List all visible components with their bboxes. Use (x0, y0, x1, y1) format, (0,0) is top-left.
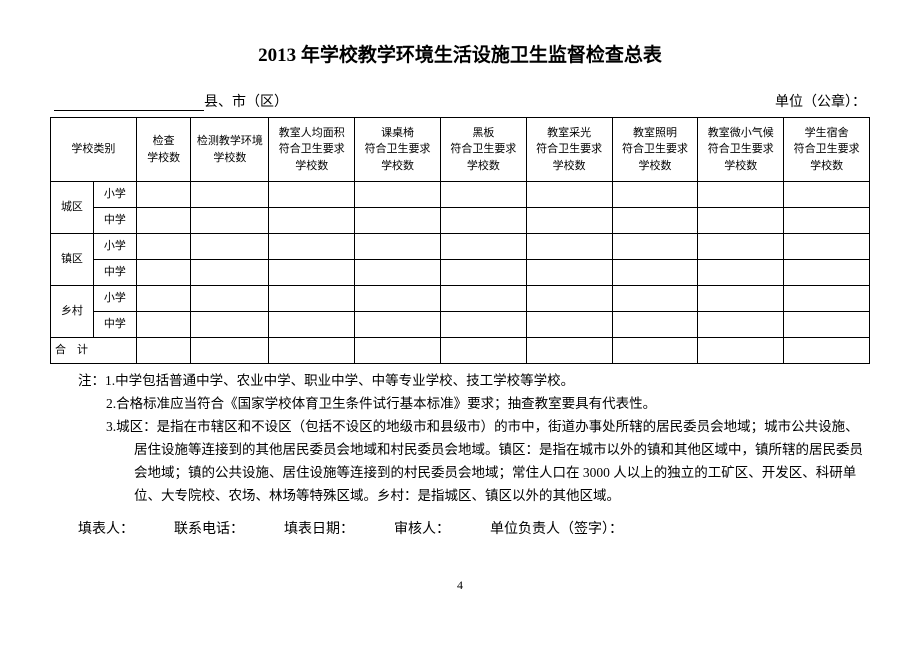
col-school-type: 学校类别 (51, 118, 137, 182)
col-dorm: 学生宿舍符合卫生要求学校数 (784, 118, 870, 182)
sub-cell: 中学 (93, 260, 136, 286)
region-field: 县、市（区） (54, 91, 288, 111)
form-header: 县、市（区） 单位（公章）： (50, 91, 870, 111)
col-light: 教室采光符合卫生要求学校数 (526, 118, 612, 182)
table-total-row: 合 计 (51, 338, 870, 364)
group-cell: 镇区 (51, 234, 94, 286)
total-cell: 合 计 (51, 338, 137, 364)
table-row: 中学 (51, 208, 870, 234)
sub-cell: 小学 (93, 286, 136, 312)
inspection-table: 学校类别 检查学校数 检测教学环境学校数 教室人均面积符合卫生要求学校数 课桌椅… (50, 117, 870, 364)
table-header-row: 学校类别 检查学校数 检测教学环境学校数 教室人均面积符合卫生要求学校数 课桌椅… (51, 118, 870, 182)
region-blank (54, 97, 204, 111)
date-label: 填表日期： (284, 518, 354, 538)
col-area: 教室人均面积符合卫生要求学校数 (269, 118, 355, 182)
filler-label: 填表人： (78, 518, 134, 538)
table-row: 城区 小学 (51, 182, 870, 208)
col-blackboard: 黑板符合卫生要求学校数 (440, 118, 526, 182)
col-climate: 教室微小气候符合卫生要求学校数 (698, 118, 784, 182)
sub-cell: 小学 (93, 234, 136, 260)
phone-label: 联系电话： (174, 518, 244, 538)
col-check-count: 检查学校数 (136, 118, 191, 182)
table-row: 乡村 小学 (51, 286, 870, 312)
leader-label: 单位负责人（签字）： (490, 518, 623, 538)
note-line: 3.城区：是指在市辖区和不设区（包括不设区的地级市和县级市）的市中，街道办事处所… (78, 416, 870, 508)
col-env-count: 检测教学环境学校数 (191, 118, 269, 182)
region-suffix: 县、市（区） (204, 95, 288, 110)
note-line: 注：1.中学包括普通中学、农业中学、职业中学、中等专业学校、技工学校等学校。 (78, 370, 870, 393)
note-text: 1.中学包括普通中学、农业中学、职业中学、中等专业学校、技工学校等学校。 (105, 373, 574, 388)
notes-block: 注：1.中学包括普通中学、农业中学、职业中学、中等专业学校、技工学校等学校。 2… (50, 370, 870, 508)
sub-cell: 中学 (93, 312, 136, 338)
sub-cell: 中学 (93, 208, 136, 234)
org-seal-label: 单位（公章）： (775, 91, 866, 111)
table-row: 中学 (51, 260, 870, 286)
page-title: 2013 年学校教学环境生活设施卫生监督检查总表 (50, 40, 870, 67)
group-cell: 乡村 (51, 286, 94, 338)
note-line: 2.合格标准应当符合《国家学校体育卫生条件试行基本标准》要求；抽查教室要具有代表… (78, 393, 870, 416)
signature-row: 填表人： 联系电话： 填表日期： 审核人： 单位负责人（签字）： (50, 518, 870, 538)
page-number: 4 (50, 578, 870, 593)
col-desk: 课桌椅符合卫生要求学校数 (355, 118, 441, 182)
table-row: 镇区 小学 (51, 234, 870, 260)
notes-label: 注： (78, 373, 105, 388)
reviewer-label: 审核人： (394, 518, 450, 538)
group-cell: 城区 (51, 182, 94, 234)
sub-cell: 小学 (93, 182, 136, 208)
table-row: 中学 (51, 312, 870, 338)
col-lighting: 教室照明符合卫生要求学校数 (612, 118, 698, 182)
